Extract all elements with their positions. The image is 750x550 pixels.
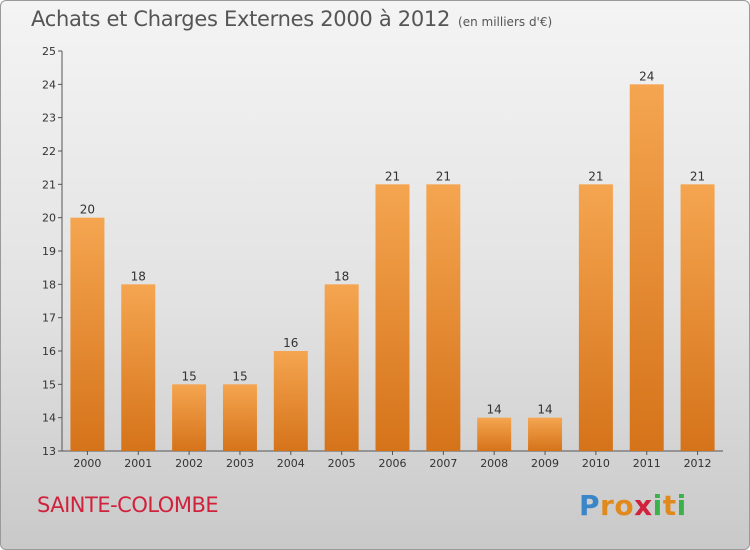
y-tick-label: 19	[42, 245, 56, 258]
bar	[172, 384, 207, 451]
chart-title: Achats et Charges Externes 2000 à 2012 (e…	[31, 7, 552, 31]
bar	[426, 184, 461, 452]
logo-letter: P	[579, 489, 601, 522]
bar	[222, 384, 257, 451]
x-tick-label: 2010	[582, 457, 610, 470]
axes: 13 14 15 16 17 18 19 20 21 22 23 24 25 2000 2001 2002 20…	[42, 45, 723, 470]
x-tick-label: 2011	[633, 457, 661, 470]
y-tick-label: 18	[42, 278, 56, 291]
x-tick-label: 2004	[277, 457, 305, 470]
bar	[629, 84, 664, 451]
data-label: 21	[588, 169, 603, 183]
y-tick-label: 21	[42, 178, 56, 191]
logo-letter: t	[662, 489, 677, 522]
data-label: 18	[334, 269, 349, 283]
x-tick-label: 2009	[531, 457, 559, 470]
proxiti-logo[interactable]: Proxiti	[579, 489, 687, 522]
bars	[70, 84, 715, 452]
bar	[680, 184, 715, 452]
x-tick-label: 2005	[328, 457, 356, 470]
logo-letter: i	[652, 489, 663, 522]
y-tick-label: 22	[42, 145, 56, 158]
y-tick-label: 20	[42, 212, 56, 225]
y-tick-label: 14	[42, 412, 56, 425]
logo-letter: i	[676, 489, 687, 522]
x-tick-label: 2006	[379, 457, 407, 470]
x-tick-label: 2008	[480, 457, 508, 470]
data-label: 21	[690, 169, 705, 183]
data-labels: 20 18 15 15 16 18 21 21 14 14 21 24 21	[80, 69, 705, 416]
data-label: 15	[181, 369, 196, 383]
bar	[273, 351, 308, 451]
bar	[578, 184, 613, 452]
x-tick-label: 2012	[684, 457, 712, 470]
data-label: 18	[131, 269, 146, 283]
bar	[375, 184, 410, 452]
y-tick-label: 24	[42, 78, 56, 91]
data-label: 14	[537, 403, 552, 417]
title-text: Achats et Charges Externes 2000 à 2012	[31, 7, 451, 31]
data-label: 14	[487, 403, 502, 417]
bar	[528, 417, 563, 451]
y-tick-label: 16	[42, 345, 56, 358]
bar	[324, 284, 359, 451]
chart-subtitle: (en milliers d'€)	[458, 15, 553, 29]
x-tick-label: 2007	[429, 457, 457, 470]
x-tick-label: 2001	[124, 457, 152, 470]
commune-name: SAINTE-COLOMBE	[37, 493, 219, 517]
x-tick-label: 2002	[175, 457, 203, 470]
y-tick-label: 15	[42, 378, 56, 391]
bar	[70, 217, 105, 451]
y-tick-label: 13	[42, 445, 56, 458]
y-tick-label: 23	[42, 112, 56, 125]
bar	[121, 284, 156, 451]
logo-letter: r	[600, 489, 615, 522]
x-tick-label: 2003	[226, 457, 254, 470]
y-tick-label: 25	[42, 45, 56, 58]
logo-letter: o	[614, 489, 635, 522]
data-label: 21	[385, 169, 400, 183]
y-tick-label: 17	[42, 312, 56, 325]
logo-letter: x	[634, 489, 653, 522]
data-label: 15	[232, 369, 247, 383]
data-label: 21	[436, 169, 451, 183]
data-label: 16	[283, 336, 298, 350]
data-label: 24	[639, 69, 654, 83]
bar	[477, 417, 512, 451]
x-tick-label: 2000	[73, 457, 101, 470]
data-label: 20	[80, 203, 95, 217]
